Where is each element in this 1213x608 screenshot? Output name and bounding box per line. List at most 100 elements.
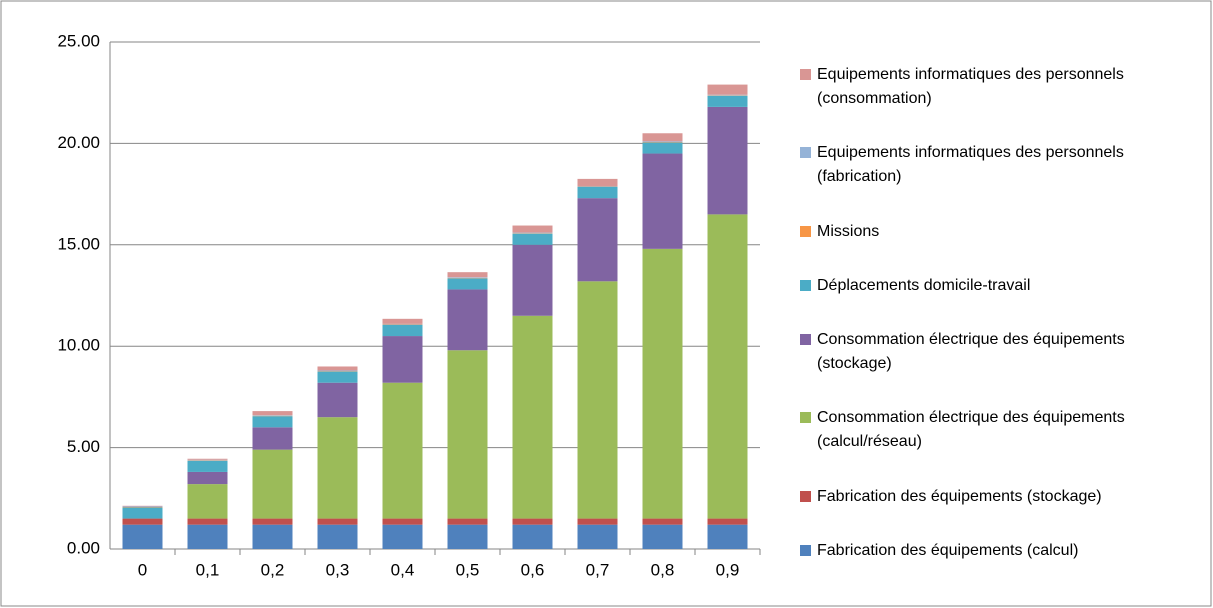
bar-segment	[187, 458, 228, 460]
bar-segment	[577, 178, 618, 186]
bar-segment	[317, 417, 358, 519]
bar-segment	[382, 324, 423, 337]
bar-segment	[122, 518, 163, 525]
bar-segment	[187, 460, 228, 472]
bar-segment	[707, 524, 748, 549]
bar-segment	[642, 153, 683, 249]
y-tick-label: 25.00	[57, 31, 100, 50]
bar-segment	[707, 214, 748, 519]
bar-segment	[187, 524, 228, 549]
bar-segment	[512, 518, 553, 525]
legend-swatch	[800, 147, 811, 159]
legend-item: Missions	[800, 220, 1195, 244]
bar-segment	[512, 524, 553, 549]
bar-segment	[512, 232, 553, 234]
legend-item: Equipements informatiques des personnels…	[800, 63, 1195, 111]
bar-segment	[447, 518, 488, 525]
bar-segment	[252, 524, 293, 549]
legend-swatch	[800, 544, 811, 556]
bar-segment	[252, 518, 293, 525]
y-tick-label: 15.00	[57, 234, 100, 253]
bar-segment	[317, 371, 358, 383]
bar-segment	[317, 366, 358, 371]
legend-swatch	[800, 225, 811, 237]
y-tick-label: 0.00	[67, 538, 100, 557]
bar-segment	[577, 185, 618, 187]
x-tick-label: 0,8	[651, 560, 675, 579]
bar-segment	[122, 524, 163, 549]
bar-segment	[512, 233, 553, 245]
bar-segment	[447, 277, 488, 278]
bar-segment	[187, 459, 228, 461]
legend: Equipements informatiques des personnels…	[800, 48, 1195, 578]
bar-segment	[187, 471, 228, 485]
legend-swatch	[800, 69, 811, 81]
bar-segment	[577, 518, 618, 525]
bar-segment	[577, 524, 618, 549]
bar-segment	[252, 411, 293, 416]
bar-segment	[512, 225, 553, 233]
bar-segment	[577, 198, 618, 282]
y-tick-label: 10.00	[57, 336, 100, 355]
x-tick-label: 0,3	[326, 560, 350, 579]
bar-segment	[577, 281, 618, 519]
bar-segment	[382, 336, 423, 383]
legend-item: Equipements informatiques des personnels…	[800, 141, 1195, 189]
bar-segment	[187, 484, 228, 519]
bar-segment	[382, 323, 423, 325]
legend-swatch	[800, 279, 811, 291]
bar-segment	[252, 416, 293, 428]
bar-segment	[187, 518, 228, 525]
bar-segment	[122, 507, 163, 519]
x-tick-label: 0,1	[196, 560, 220, 579]
bar-segment	[252, 415, 293, 416]
bar-segment	[447, 289, 488, 351]
bar-segment	[512, 244, 553, 316]
bar-segment	[642, 141, 683, 142]
bar-segment	[707, 106, 748, 215]
bar-segment	[317, 518, 358, 525]
legend-label: Consommation électrique des équipements …	[817, 409, 1125, 451]
x-tick-label: 0,6	[521, 560, 545, 579]
legend-label: Missions	[817, 222, 880, 240]
legend-item: Consommation électrique des équipements …	[800, 406, 1195, 454]
bar-segment	[252, 449, 293, 519]
bar-segment	[122, 505, 163, 507]
bar-segment	[642, 142, 683, 154]
bar-segment	[382, 318, 423, 324]
bar-segment	[707, 95, 748, 107]
bar-segment	[447, 278, 488, 290]
legend-item: Consommation électrique des équipements …	[800, 328, 1195, 376]
bar-segment	[447, 350, 488, 519]
bar-segment	[642, 518, 683, 525]
y-tick-label: 20.00	[57, 133, 100, 152]
bar-segment	[707, 94, 748, 96]
bar-segment	[707, 518, 748, 525]
bar-segment	[317, 524, 358, 549]
y-tick-label: 5.00	[67, 437, 100, 456]
x-tick-label: 0,2	[261, 560, 285, 579]
legend-item: Fabrication des équipements (stockage)	[800, 485, 1195, 509]
legend-item: Fabrication des équipements (calcul)	[800, 539, 1195, 563]
legend-swatch	[800, 412, 811, 424]
bar-segment	[382, 382, 423, 519]
x-tick-label: 0,9	[716, 560, 740, 579]
bar-segment	[642, 248, 683, 519]
bar-segment	[317, 370, 358, 372]
bar-segment	[447, 524, 488, 549]
bar-segment	[707, 84, 748, 95]
legend-label: Fabrication des équipements (calcul)	[817, 541, 1079, 559]
bar-segment	[382, 518, 423, 525]
bar-segment	[512, 315, 553, 519]
legend-item: Déplacements domicile-travail	[800, 274, 1195, 298]
bar-segment	[642, 524, 683, 549]
legend-label: Déplacements domicile-travail	[817, 276, 1031, 294]
bar-segment	[577, 187, 618, 199]
legend-label: Equipements informatiques des personnels…	[817, 66, 1124, 108]
x-tick-label: 0,5	[456, 560, 480, 579]
legend-label: Equipements informatiques des personnels…	[817, 144, 1124, 186]
legend-swatch	[800, 334, 811, 346]
